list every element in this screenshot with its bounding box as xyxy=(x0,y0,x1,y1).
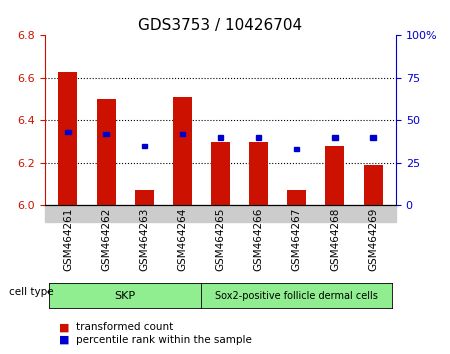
FancyBboxPatch shape xyxy=(180,132,185,136)
Text: SKP: SKP xyxy=(115,291,136,301)
Bar xyxy=(211,142,230,205)
Text: cell type: cell type xyxy=(9,287,54,297)
Bar xyxy=(96,99,116,205)
Text: percentile rank within the sample: percentile rank within the sample xyxy=(76,335,252,345)
FancyBboxPatch shape xyxy=(370,135,376,139)
Bar xyxy=(249,142,268,205)
Bar xyxy=(173,97,192,205)
Text: transformed count: transformed count xyxy=(76,322,174,332)
FancyBboxPatch shape xyxy=(332,135,338,139)
FancyBboxPatch shape xyxy=(256,135,261,139)
FancyBboxPatch shape xyxy=(218,135,223,139)
Text: ■: ■ xyxy=(58,335,69,345)
Bar xyxy=(364,165,382,205)
Bar xyxy=(287,190,306,205)
FancyBboxPatch shape xyxy=(104,132,109,136)
FancyBboxPatch shape xyxy=(294,147,300,152)
Text: Sox2-positive follicle dermal cells: Sox2-positive follicle dermal cells xyxy=(216,291,378,301)
Bar xyxy=(135,190,154,205)
Bar xyxy=(325,146,345,205)
Bar xyxy=(45,205,396,222)
Title: GDS3753 / 10426704: GDS3753 / 10426704 xyxy=(139,18,302,33)
Text: ■: ■ xyxy=(58,322,69,332)
FancyBboxPatch shape xyxy=(142,144,147,148)
Bar xyxy=(58,72,77,205)
FancyBboxPatch shape xyxy=(65,130,71,135)
